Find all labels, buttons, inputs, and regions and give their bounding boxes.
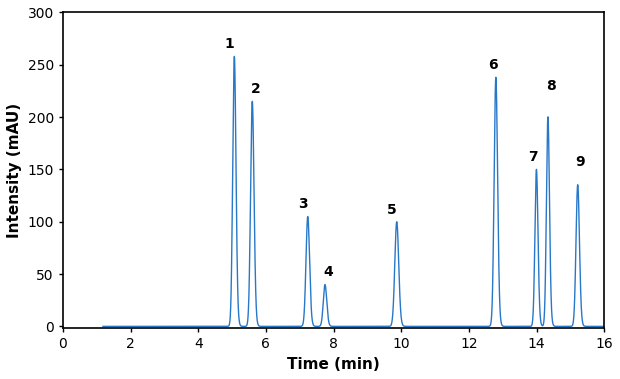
- Text: 7: 7: [528, 150, 538, 164]
- Text: 2: 2: [251, 82, 260, 96]
- Text: 6: 6: [488, 58, 497, 72]
- X-axis label: Time (min): Time (min): [287, 357, 380, 372]
- Text: 5: 5: [388, 202, 397, 216]
- Text: 9: 9: [576, 155, 585, 169]
- Y-axis label: Intensity (mAU): Intensity (mAU): [7, 103, 22, 238]
- Text: 1: 1: [225, 37, 234, 51]
- Text: 3: 3: [298, 197, 308, 211]
- Text: 8: 8: [546, 79, 556, 93]
- Text: 4: 4: [324, 265, 334, 279]
